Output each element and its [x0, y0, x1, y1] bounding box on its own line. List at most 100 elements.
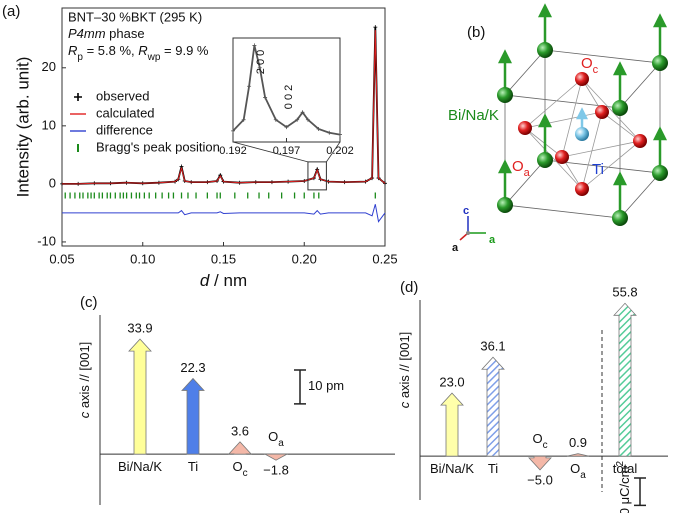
zoom-lines	[232, 141, 341, 163]
oxygen-atom	[575, 182, 589, 196]
site-label: Bi/Na/K	[448, 107, 499, 124]
category-label: Bi/Na/K	[118, 460, 162, 475]
text-part: R	[138, 43, 147, 58]
annotation: Rp = 5.8 %, Rwp = 9.9 %	[68, 43, 209, 63]
arrow-bar	[263, 453, 289, 461]
y-axis-label: c axis // [001]	[397, 332, 412, 409]
x-tick-label: 0.192	[219, 145, 247, 157]
point-marker	[305, 117, 310, 122]
scale-bar-label: 10 μC/cm2	[615, 461, 632, 513]
site-atom	[612, 100, 628, 116]
oxygen-atom	[555, 150, 569, 164]
panel-label: (b)	[467, 24, 485, 41]
text-part: Ti	[488, 462, 498, 477]
site-atom	[612, 210, 628, 226]
category-label: Bi/Na/K	[430, 462, 474, 477]
site-atom	[537, 152, 553, 168]
site-atom	[652, 165, 668, 181]
category-label: Oc	[532, 432, 547, 452]
peak-label: 0 0 2	[283, 85, 295, 109]
annotation: BNT–30 %BKT (295 K)	[68, 9, 202, 24]
category-label: Ti	[188, 460, 198, 475]
oxygen-atom	[595, 105, 609, 119]
axes-triad	[459, 216, 486, 241]
y-tick-label: 20	[42, 59, 56, 74]
peak-label: 2 0 0	[255, 50, 267, 74]
x-tick-label: 0.20	[292, 251, 317, 266]
ti-arrow-head	[575, 107, 589, 120]
point-marker	[284, 125, 289, 130]
legend-marker	[74, 93, 82, 101]
legend-label: observed	[96, 88, 149, 103]
plot-frame	[232, 37, 341, 143]
text-part: O	[532, 432, 542, 447]
site-atom	[497, 197, 513, 213]
point-marker	[231, 128, 235, 133]
arrow-head	[537, 113, 553, 128]
panel-label: (a)	[2, 3, 20, 20]
axis-label: c	[463, 205, 469, 217]
category-label: total	[613, 462, 638, 477]
label-sub: a	[524, 167, 531, 179]
text-part: c	[543, 440, 548, 451]
text-part: R	[68, 43, 77, 58]
arrow-bar	[481, 356, 505, 457]
point-marker	[383, 181, 387, 186]
text-part: 10 pm	[308, 378, 344, 393]
panel-label: (d)	[400, 279, 418, 296]
text-part: c	[243, 468, 248, 479]
point-marker	[263, 95, 268, 100]
arrow-head	[497, 49, 513, 64]
category-label: Ti	[488, 462, 498, 477]
legend-label: calculated	[96, 105, 155, 120]
axis-label: a	[489, 234, 496, 246]
oxygen-atom	[575, 72, 589, 86]
arrow-bar	[613, 302, 637, 457]
legend-label: Bragg's peak position	[96, 139, 220, 154]
point-marker	[273, 117, 278, 122]
site-atom	[652, 55, 668, 71]
ti-label: Ti	[592, 161, 604, 178]
arrow-head	[652, 126, 668, 141]
text-part: a	[580, 470, 586, 481]
arrow-bar	[528, 455, 552, 471]
x-tick-label: 0.15	[211, 251, 236, 266]
point-marker	[316, 127, 321, 131]
y-axis-label: Intensity (arb. unit)	[13, 57, 32, 198]
category-label: Oa	[268, 430, 284, 450]
point-marker	[295, 117, 300, 122]
axis-origin	[466, 231, 470, 235]
text-part: phase	[106, 26, 145, 41]
text-part: c	[77, 411, 92, 418]
y-tick-label: 10	[42, 117, 56, 132]
text-part: 2	[615, 461, 626, 467]
x-tick-label: 0.202	[326, 145, 354, 157]
value-label: 55.8	[612, 285, 637, 300]
text-part: Ti	[188, 460, 198, 475]
text-part: c	[397, 401, 412, 408]
text-part: Bi/Na/K	[118, 460, 162, 475]
arrow-bar	[128, 338, 152, 455]
y-tick-label: 0	[49, 175, 56, 190]
x-tick-label: 0.10	[130, 251, 155, 266]
x-axis-label: d / nm	[200, 271, 247, 290]
arrow-head	[612, 61, 628, 76]
value-label: 0.9	[569, 435, 587, 450]
value-label: 33.9	[127, 321, 152, 336]
point-marker	[338, 132, 342, 137]
series-line	[62, 204, 386, 223]
text-part: 10 μC/cm	[617, 467, 632, 513]
scale-bar	[634, 477, 646, 507]
point-marker	[300, 110, 305, 115]
oa-label: Oa	[512, 158, 531, 179]
point-marker	[241, 117, 246, 122]
arrow-head	[652, 13, 668, 28]
y-tick-label: -10	[37, 233, 56, 248]
x-tick-label: 0.25	[372, 251, 397, 266]
text-part: O	[232, 460, 242, 475]
text-part: axis // [001]	[77, 342, 92, 412]
x-tick-label: 0.197	[273, 145, 301, 157]
text-part: / nm	[209, 271, 247, 290]
x-tick-label: 0.05	[49, 251, 74, 266]
